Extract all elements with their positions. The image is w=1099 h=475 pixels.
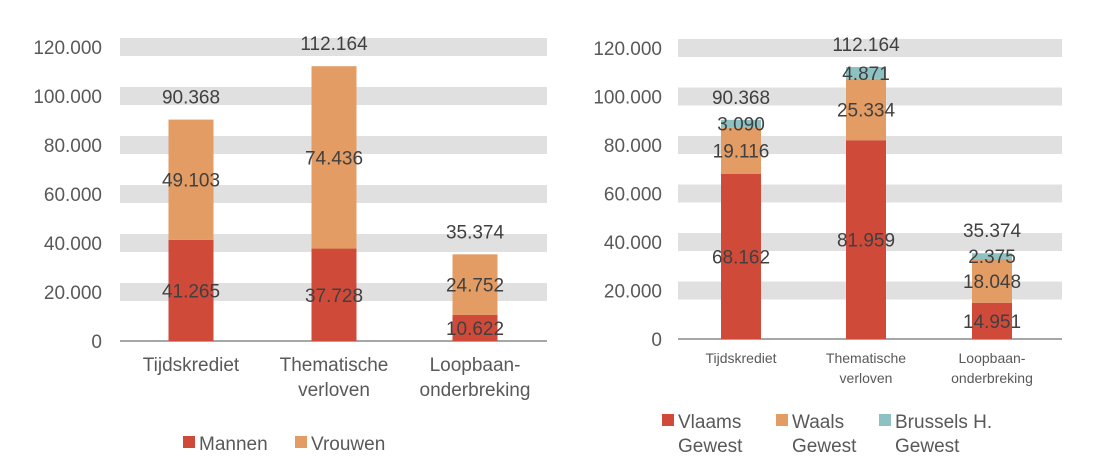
legend-item: Brussels H. Gewest — [879, 412, 992, 457]
x-tick-label: onderbreking — [951, 370, 1033, 386]
y-tick-label: 20.000 — [44, 283, 102, 304]
x-tick-label: verloven — [298, 380, 370, 401]
legend-label: Brussels H. — [895, 412, 992, 433]
bar-segment — [972, 253, 1012, 259]
legend-swatch — [776, 414, 788, 426]
x-tick-label: Tijdskrediet — [705, 350, 776, 366]
grid-band — [120, 38, 547, 56]
x-tick-label: Thematische — [280, 355, 389, 376]
y-tick-label: 0 — [651, 330, 662, 351]
legend-swatch — [879, 414, 891, 426]
y-tick-label: 120.000 — [593, 39, 662, 60]
bar-segment — [311, 66, 357, 249]
data-label: 2.375 — [968, 247, 1016, 268]
y-tick-label: 20.000 — [604, 282, 662, 303]
bar-segment — [846, 140, 886, 339]
legend-swatch — [183, 436, 195, 448]
y-tick-label: 100.000 — [593, 88, 662, 109]
data-label: 41.265 — [162, 281, 220, 302]
data-label: 3.090 — [717, 115, 765, 136]
bar-segment — [846, 67, 886, 79]
legend-item: Mannen — [183, 434, 268, 455]
legend-item: Vrouwen — [295, 434, 385, 455]
data-label: 37.728 — [305, 286, 363, 307]
data-label: 18.048 — [963, 272, 1021, 293]
bar-segment — [721, 173, 761, 339]
total-label: 90.368 — [162, 88, 220, 109]
y-tick-label: 80.000 — [604, 136, 662, 157]
legend-label: Gewest — [678, 436, 743, 457]
y-tick-label: 40.000 — [604, 233, 662, 254]
legend-label: Gewest — [792, 436, 857, 457]
x-tick-label: verloven — [840, 370, 893, 386]
bar-segment — [452, 254, 498, 315]
y-tick-label: 120.000 — [33, 38, 102, 59]
grid-band — [678, 39, 1062, 57]
legend-swatch — [662, 414, 674, 426]
legend-swatch — [295, 436, 307, 448]
data-label: 49.103 — [162, 171, 220, 192]
bar-segment — [846, 78, 886, 141]
data-label: 25.334 — [837, 101, 896, 122]
y-tick-label: 40.000 — [44, 234, 102, 255]
legend-label: Mannen — [199, 434, 268, 455]
x-tick-label: Thematische — [826, 350, 906, 366]
total-label: 35.374 — [446, 222, 505, 243]
y-tick-label: 60.000 — [604, 185, 662, 206]
total-label: 112.164 — [300, 34, 368, 55]
data-label: 10.622 — [446, 319, 504, 340]
y-tick-label: 60.000 — [44, 185, 102, 206]
x-tick-label: onderbreking — [420, 380, 531, 401]
data-label: 14.951 — [963, 312, 1021, 333]
bar-segment — [168, 119, 214, 240]
data-label: 4.871 — [842, 64, 890, 85]
bar-segment — [311, 248, 357, 341]
bar-segment — [972, 258, 1012, 303]
y-tick-label: 0 — [91, 332, 102, 353]
bar-segment — [972, 302, 1012, 339]
y-tick-label: 100.000 — [33, 87, 102, 108]
bar-segment — [721, 119, 761, 128]
chart-1: 0 20.000 40.000 60.000 80.000 100.000 120.000 4… — [33, 34, 547, 455]
x-tick-label: Tijdskrediet — [143, 355, 240, 376]
data-label: 24.752 — [446, 276, 504, 297]
legend-label: Gewest — [895, 436, 960, 457]
y-tick-label: 80.000 — [44, 136, 102, 157]
chart-2: 0 20.000 40.000 60.000 80.000 100.000 120.000 6… — [593, 35, 1062, 457]
x-tick-label: Loopbaan- — [430, 355, 521, 376]
legend-label: Waals — [792, 412, 844, 433]
legend-label: Vrouwen — [311, 434, 385, 455]
legend-item: Waals Gewest — [776, 412, 857, 457]
data-label: 81.959 — [837, 231, 895, 252]
data-label: 19.116 — [713, 142, 770, 163]
bar-segment — [452, 314, 498, 341]
x-tick-label: Loopbaan- — [959, 350, 1026, 366]
data-label: 68.162 — [712, 247, 770, 268]
legend-label: Vlaams — [678, 412, 741, 433]
bar-segment — [721, 127, 761, 174]
bar-segment — [168, 239, 214, 341]
total-label: 35.374 — [963, 221, 1022, 242]
total-label: 112.164 — [832, 35, 900, 56]
legend-item: Vlaams Gewest — [662, 412, 743, 457]
data-label: 74.436 — [305, 148, 363, 169]
total-label: 90.368 — [712, 88, 770, 109]
